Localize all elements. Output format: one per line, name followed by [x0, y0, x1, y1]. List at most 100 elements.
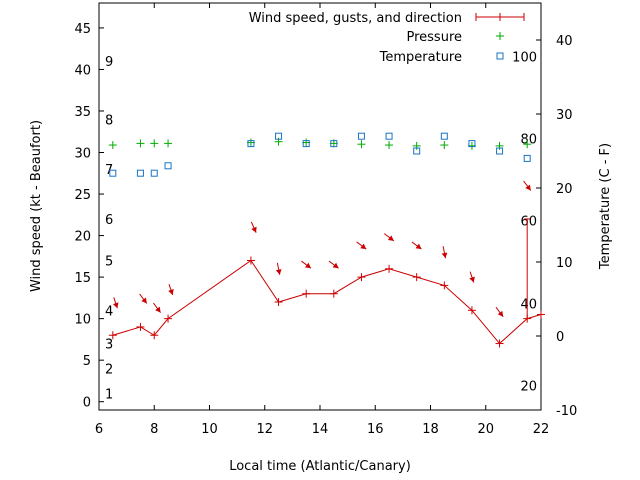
pressure-point — [150, 139, 159, 148]
y-left-tick-label: 45 — [74, 22, 91, 37]
pressure-point — [164, 139, 173, 148]
beaufort-label: 8 — [105, 113, 113, 128]
temperature-point — [330, 140, 338, 148]
wind-point — [302, 289, 311, 298]
y-left-tick-label: 20 — [74, 230, 91, 245]
wind-direction-arrow — [168, 284, 174, 296]
wind-direction-arrow — [523, 180, 532, 191]
wind-direction-arrow — [356, 241, 367, 250]
y-axis-right-label: Temperature (C - F) — [598, 143, 613, 270]
arrow-head — [332, 262, 339, 269]
wind-point — [329, 289, 338, 298]
temperature-point — [413, 147, 421, 155]
y-left-tick-label: 10 — [74, 313, 91, 328]
arrow-head — [415, 243, 422, 250]
temperature-point — [302, 140, 310, 148]
y-left-tick-label: 35 — [74, 105, 91, 120]
temperature-point — [150, 169, 158, 177]
wind-point — [274, 298, 283, 307]
wind-direction-arrow — [139, 293, 148, 304]
wind-direction-arrow — [275, 262, 282, 275]
y-right-tick-label: 30 — [556, 108, 573, 123]
temperature-point — [357, 132, 365, 140]
temperature-point — [136, 169, 144, 177]
beaufort-label: 9 — [105, 55, 113, 70]
wind-point — [136, 322, 145, 331]
wind-point — [385, 264, 394, 273]
x-tick-label: 16 — [367, 422, 384, 437]
wind-point — [467, 306, 476, 315]
fahrenheit-label: 100 — [512, 50, 537, 65]
beaufort-label: 5 — [105, 254, 113, 269]
wind-point — [440, 281, 449, 290]
legend-swatch-wind — [475, 13, 525, 21]
arrow-head — [469, 276, 475, 283]
wind-speed-line — [112, 259, 542, 345]
y-left-tick-label: 40 — [74, 63, 91, 78]
x-tick-label: 20 — [477, 422, 494, 437]
legend-swatch-temperature — [496, 52, 504, 60]
fahrenheit-label: 60 — [520, 215, 537, 230]
temperature-point — [109, 169, 117, 177]
pressure-point — [136, 139, 145, 148]
fahrenheit-label: 40 — [520, 297, 537, 312]
temperature-point — [440, 132, 448, 140]
pressure-point — [108, 141, 117, 150]
temperature-point — [523, 154, 531, 162]
y-left-tick-label: 25 — [74, 188, 91, 203]
series-layer — [108, 132, 545, 348]
wind-direction-arrow — [153, 302, 162, 313]
wind-point — [357, 273, 366, 282]
arrow-head — [387, 235, 394, 241]
x-tick-label: 14 — [312, 422, 329, 437]
arrow-head — [275, 269, 282, 275]
wind-direction-arrow — [112, 297, 119, 309]
y-right-tick-label: -10 — [556, 404, 577, 419]
plot-frame — [98, 2, 542, 411]
legend-swatch-pressure — [496, 32, 504, 40]
legend-label-temperature: Temperature — [379, 50, 462, 65]
y-left-tick-label: 30 — [74, 147, 91, 162]
wind-point — [150, 331, 159, 340]
arrow-head — [305, 262, 311, 269]
x-axis-label: Local time (Atlantic/Canary) — [229, 459, 411, 474]
arrow-head — [168, 289, 174, 295]
x-tick-label: 18 — [422, 422, 439, 437]
wind-point — [495, 339, 504, 348]
x-tick-label: 22 — [533, 422, 550, 437]
scale-label-layer: 1 2 3 4 5 6 7 8 9 20 40 60 80 100 — [105, 50, 537, 402]
wind-direction-arrow — [383, 233, 395, 242]
pressure-point — [495, 141, 504, 150]
pressure-point — [357, 140, 366, 149]
temperature-point — [385, 132, 393, 140]
y-right-tick-label: 10 — [556, 256, 573, 271]
arrow-head — [360, 243, 367, 250]
wind-point — [108, 331, 117, 340]
arrow-head — [525, 184, 531, 191]
wind-point — [164, 314, 173, 323]
tick-layer: 6 8 10 12 14 16 18 20 22051015202530354045-10010… — [74, 3, 577, 437]
y-axis-left-label: Wind speed (kt - Beaufort) — [29, 120, 44, 292]
legend-label-pressure: Pressure — [406, 30, 462, 45]
pressure-point — [523, 140, 532, 149]
arrow-head — [251, 226, 257, 233]
x-tick-label: 12 — [256, 422, 273, 437]
legend: Wind speed, gusts, and direction Pressur… — [249, 11, 525, 65]
x-tick-label: 6 — [95, 422, 103, 437]
temperature-point — [468, 140, 476, 148]
temperature-point — [275, 132, 283, 140]
wind-point — [537, 310, 545, 319]
y-left-tick-label: 0 — [83, 396, 91, 411]
wind-direction-arrow — [441, 246, 448, 259]
beaufort-label: 6 — [105, 213, 113, 228]
beaufort-label: 3 — [105, 338, 113, 353]
pressure-point — [440, 141, 449, 150]
wind-direction-arrow — [495, 306, 504, 318]
pressure-point — [385, 141, 394, 150]
beaufort-label: 7 — [105, 163, 113, 178]
x-tick-label: 8 — [150, 422, 158, 437]
temperature-point — [247, 140, 255, 148]
pressure-point — [412, 141, 421, 150]
arrow-head — [441, 252, 448, 259]
temperature-point — [164, 162, 172, 170]
